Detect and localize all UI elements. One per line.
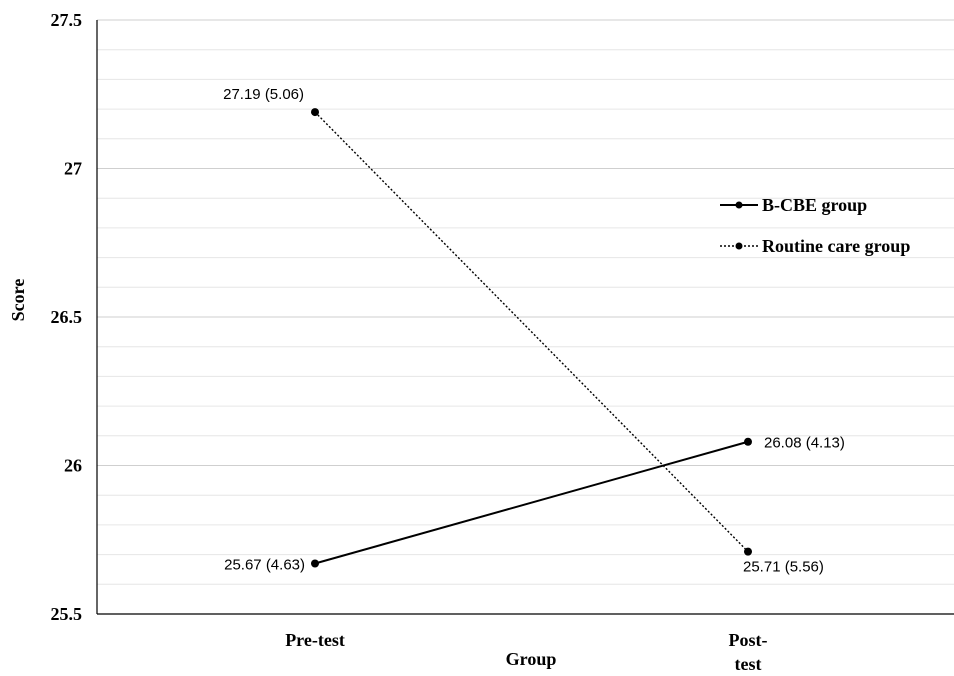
series-line — [314, 440, 749, 565]
x-axis-title: Group — [506, 649, 557, 669]
x-tick-label: Post-test — [729, 630, 768, 671]
data-label: 25.67 (4.63) — [224, 557, 305, 574]
series-line — [314, 111, 749, 553]
data-label: 25.71 (5.56) — [743, 559, 824, 576]
legend-label: B-CBE group — [762, 195, 867, 215]
legend: B-CBE group Routine care group — [720, 195, 910, 256]
y-axis-title: Score — [8, 279, 28, 322]
y-tick-label: 26.5 — [51, 307, 83, 327]
axes: 25.5 26 26.5 27 27.5 Pre-test Post-test Group Sc… — [8, 10, 954, 674]
y-tick-label: 25.5 — [51, 604, 83, 624]
legend-swatch-marker — [735, 201, 743, 209]
series — [311, 108, 752, 568]
y-tick-label: 27 — [64, 159, 82, 179]
y-tick-label: 26 — [64, 456, 82, 476]
data-labels: 25.67 (4.63) 26.08 (4.13) 27.19 (5.06) 25.7… — [223, 86, 845, 576]
gridlines — [97, 19, 954, 585]
legend-label: Routine care group — [762, 236, 910, 256]
y-tick-label: 27.5 — [51, 10, 83, 30]
data-point — [744, 437, 752, 446]
x-tick-label: Pre-test — [285, 630, 345, 650]
data-point — [311, 559, 319, 568]
data-label: 27.19 (5.06) — [223, 86, 304, 103]
data-point — [311, 108, 319, 117]
data-point — [744, 547, 752, 556]
data-label: 26.08 (4.13) — [764, 435, 845, 452]
legend-swatch-marker — [735, 242, 743, 250]
